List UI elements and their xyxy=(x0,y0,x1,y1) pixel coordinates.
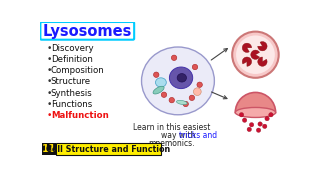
Circle shape xyxy=(265,116,269,121)
Circle shape xyxy=(183,101,188,107)
Text: tricks and: tricks and xyxy=(179,131,217,140)
Text: Composition: Composition xyxy=(51,66,105,75)
Text: •: • xyxy=(46,111,52,120)
Ellipse shape xyxy=(153,86,164,94)
Text: •: • xyxy=(46,100,52,109)
Ellipse shape xyxy=(177,74,187,82)
Circle shape xyxy=(258,122,262,126)
FancyBboxPatch shape xyxy=(42,143,55,155)
Text: 11: 11 xyxy=(42,144,56,154)
Text: Synthesis: Synthesis xyxy=(51,89,92,98)
Wedge shape xyxy=(258,57,267,66)
Circle shape xyxy=(249,123,254,127)
Text: way with: way with xyxy=(161,131,198,140)
Circle shape xyxy=(197,82,202,87)
Wedge shape xyxy=(242,43,252,52)
Text: •: • xyxy=(46,55,52,64)
Text: Malfunction: Malfunction xyxy=(51,111,108,120)
FancyBboxPatch shape xyxy=(40,22,134,40)
Wedge shape xyxy=(235,93,276,112)
Circle shape xyxy=(232,32,279,78)
Ellipse shape xyxy=(169,67,193,89)
Ellipse shape xyxy=(176,100,187,105)
Circle shape xyxy=(169,97,174,103)
Ellipse shape xyxy=(235,107,276,118)
Circle shape xyxy=(239,113,244,117)
Circle shape xyxy=(263,124,267,129)
Circle shape xyxy=(269,113,273,117)
Text: Learn in this easiest: Learn in this easiest xyxy=(133,123,211,132)
Text: •: • xyxy=(46,77,52,86)
Circle shape xyxy=(243,118,247,122)
Text: mnemonics.: mnemonics. xyxy=(148,139,195,148)
Circle shape xyxy=(172,55,177,60)
Wedge shape xyxy=(251,50,260,59)
Circle shape xyxy=(247,127,252,132)
Text: Lysosomes: Lysosomes xyxy=(43,24,132,39)
Wedge shape xyxy=(258,42,267,51)
Ellipse shape xyxy=(156,78,166,87)
Ellipse shape xyxy=(141,47,214,115)
Text: Structure: Structure xyxy=(51,77,91,86)
FancyBboxPatch shape xyxy=(56,143,161,155)
Circle shape xyxy=(256,128,261,132)
Text: Functions: Functions xyxy=(51,100,92,109)
Text: Definition: Definition xyxy=(51,55,93,64)
Text: •: • xyxy=(46,66,52,75)
Circle shape xyxy=(194,88,201,96)
Circle shape xyxy=(161,92,167,97)
Text: •: • xyxy=(46,89,52,98)
Wedge shape xyxy=(242,57,252,66)
Text: Discovery: Discovery xyxy=(51,44,93,53)
Text: •: • xyxy=(46,44,52,53)
Circle shape xyxy=(189,95,195,100)
Circle shape xyxy=(192,64,198,70)
Circle shape xyxy=(236,35,275,74)
Text: Cell Structure and Function: Cell Structure and Function xyxy=(46,145,170,154)
Circle shape xyxy=(154,72,159,77)
